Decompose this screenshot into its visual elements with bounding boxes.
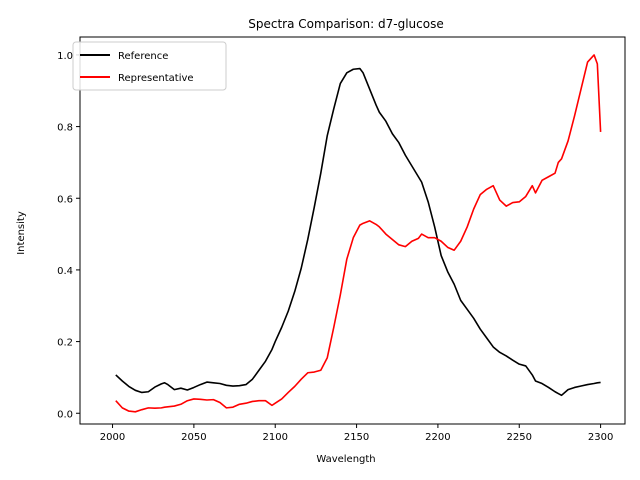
series-line-representative	[115, 54, 602, 413]
chart-title: Spectra Comparison: d7-glucose	[248, 17, 443, 31]
y-tick-label: 1.0	[57, 51, 73, 62]
y-tick-label: 0.6	[57, 194, 73, 205]
x-tick-label: 2250	[507, 432, 532, 443]
legend: Reference Representative	[72, 41, 227, 91]
legend-label-reference: Reference	[118, 51, 168, 62]
x-tick-label: 2300	[588, 432, 613, 443]
plot-frame	[79, 36, 626, 425]
x-tick-label: 2150	[344, 432, 369, 443]
y-tick-label: 0.8	[57, 123, 73, 134]
legend-label-representative: Representative	[118, 73, 194, 84]
y-tick-label: 0.2	[57, 338, 73, 349]
x-tick-label: 2000	[100, 432, 125, 443]
y-tick-label: 0.4	[57, 266, 73, 277]
axis-ticks: 2000 2050 2100 2150 2200 2250 2300 0.0 0.2 0.4 0.6…	[57, 51, 613, 443]
y-axis-label: Intensity	[16, 211, 27, 255]
x-tick-label: 2200	[425, 432, 450, 443]
x-tick-label: 2050	[181, 432, 206, 443]
x-tick-label: 2100	[262, 432, 287, 443]
x-axis-label: Wavelength	[316, 454, 375, 465]
series-line-reference	[115, 67, 601, 397]
legend-box	[72, 41, 227, 91]
y-tick-label: 0.0	[57, 409, 73, 420]
series-lines	[115, 54, 602, 413]
